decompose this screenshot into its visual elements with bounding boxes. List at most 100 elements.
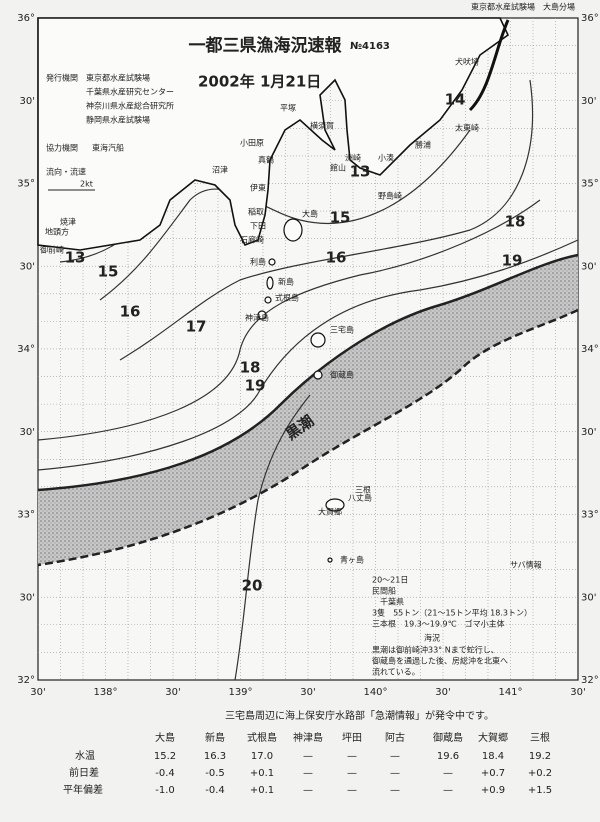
lat-label: 30' xyxy=(581,592,596,603)
lat-label: 32° xyxy=(581,675,599,686)
table-cell: +0.9 xyxy=(481,785,505,796)
legend-scale: 2kt xyxy=(80,180,93,189)
table-cell: — xyxy=(443,785,453,796)
table-cell: — xyxy=(303,751,313,762)
lat-label: 30' xyxy=(581,96,596,107)
lat-label: 36° xyxy=(581,13,599,24)
table-cell: 17.0 xyxy=(251,751,273,762)
saba-title: サバ情報 xyxy=(510,560,542,570)
table-cell: +0.1 xyxy=(250,785,274,796)
lat-label: 30' xyxy=(20,592,35,603)
issuer: 千葉県水産研究センター xyxy=(86,87,174,97)
place-label: 小湊 xyxy=(378,153,394,163)
table-cell: — xyxy=(390,768,400,779)
lat-label: 34° xyxy=(581,344,599,355)
isotherm-label: 17 xyxy=(186,318,207,336)
table-cell: -0.5 xyxy=(205,768,225,779)
issuer: 静岡県水産試験場 xyxy=(86,115,150,125)
lon-label: 138° xyxy=(93,687,117,698)
lat-label: 32° xyxy=(17,675,35,686)
isotherm-label: 13 xyxy=(350,163,371,181)
table-cell: -0.4 xyxy=(155,768,175,779)
place-label: 館山 xyxy=(330,163,346,173)
place-label: 地頭方 xyxy=(45,227,69,237)
place-label: 横須賀 xyxy=(310,121,334,131)
kuroshio-band xyxy=(38,255,578,565)
agency-top: 東京都水産試験場 大島分場 xyxy=(471,2,575,12)
lon-label: 30' xyxy=(165,687,180,698)
isotherm-label: 13 xyxy=(65,249,86,267)
place-label: 青ヶ島 xyxy=(340,555,364,565)
lat-label: 30' xyxy=(20,96,35,107)
lat-label: 36° xyxy=(17,13,35,24)
table-cell: +0.7 xyxy=(481,768,505,779)
isotherm-label: 16 xyxy=(326,249,347,267)
place-label: 利島 xyxy=(250,257,266,267)
table-header: 三根 xyxy=(530,731,550,744)
place-label: 御蔵島 xyxy=(330,370,354,380)
title: 一都三県漁海況速報 xyxy=(189,35,343,56)
saba-line: 千葉県 xyxy=(380,597,404,607)
lat-label: 35° xyxy=(17,179,35,190)
lat-label: 30' xyxy=(20,427,35,438)
isotherm-line xyxy=(119,79,534,361)
place-label: 式根島 xyxy=(275,293,299,303)
isotherm-label: 20 xyxy=(242,577,263,595)
cooperation-label: 協力機関 xyxy=(46,143,78,153)
saba-line: 20～21日 xyxy=(372,576,408,585)
table-cell: 18.4 xyxy=(482,751,504,762)
table-header: 坪田 xyxy=(342,731,362,744)
cooperation: 東海汽船 xyxy=(92,143,124,153)
saba-line: 3隻 55トン（21～15トン平均 18.3トン） xyxy=(372,608,532,618)
place-label: 焼津 xyxy=(60,217,76,227)
place-label: 平塚 xyxy=(280,104,296,113)
place-label: 沼津 xyxy=(212,165,228,175)
table-cell: — xyxy=(347,785,357,796)
place-label: 石廊崎 xyxy=(240,235,264,245)
table-cell: 15.2 xyxy=(154,751,176,762)
lon-label: 141° xyxy=(498,687,522,698)
place-label: 真鶴 xyxy=(258,155,274,165)
lat-label: 30' xyxy=(20,261,35,272)
table-cell: — xyxy=(390,785,400,796)
place-label: 新島 xyxy=(278,277,294,287)
table-cell: +1.5 xyxy=(528,785,552,796)
place-label: 犬吠埼 xyxy=(455,57,479,67)
table-cell: — xyxy=(347,751,357,762)
issuer: 東京都水産試験場 xyxy=(86,73,150,83)
table-cell: 19.2 xyxy=(529,751,551,762)
table-header: 御蔵島 xyxy=(433,731,463,744)
table-cell: — xyxy=(390,751,400,762)
isotherm-label: 18 xyxy=(505,213,526,231)
isotherm-line xyxy=(37,239,579,471)
coastline xyxy=(37,17,510,251)
place-label: 下田 xyxy=(250,222,266,231)
place-label: 大賀郷 xyxy=(318,507,342,517)
isotherm-label: 19 xyxy=(502,252,523,270)
row-label: 平年偏差 xyxy=(63,783,103,796)
place-label: 八丈島 xyxy=(348,493,372,503)
place-label: 伊東 xyxy=(250,183,266,193)
issuer: 神奈川県水産総合研究所 xyxy=(86,101,174,111)
islands xyxy=(257,218,345,563)
lat-label: 30' xyxy=(581,261,596,272)
place-label: 御前崎 xyxy=(40,245,64,255)
table-header: 阿古 xyxy=(385,731,405,744)
table-cell: -1.0 xyxy=(155,785,175,796)
isotherm-line xyxy=(234,394,311,681)
table-header: 式根島 xyxy=(247,731,277,744)
table-cell: — xyxy=(347,768,357,779)
lon-label: 30' xyxy=(435,687,450,698)
row-label: 前日差 xyxy=(69,766,99,779)
table-header: 神津島 xyxy=(293,731,323,744)
table-header: 大島 xyxy=(155,731,175,744)
row-label: 水温 xyxy=(75,750,95,762)
isotherm-label: 14 xyxy=(445,91,466,109)
lon-label: 30' xyxy=(300,687,315,698)
legend-label: 流向・流速 xyxy=(46,167,86,177)
kaikyo-line: 黒潮は御前崎沖33° Nまで蛇行し、 xyxy=(372,645,499,655)
place-label: 稲取 xyxy=(248,207,264,217)
isotherm-label: 18 xyxy=(240,359,261,377)
